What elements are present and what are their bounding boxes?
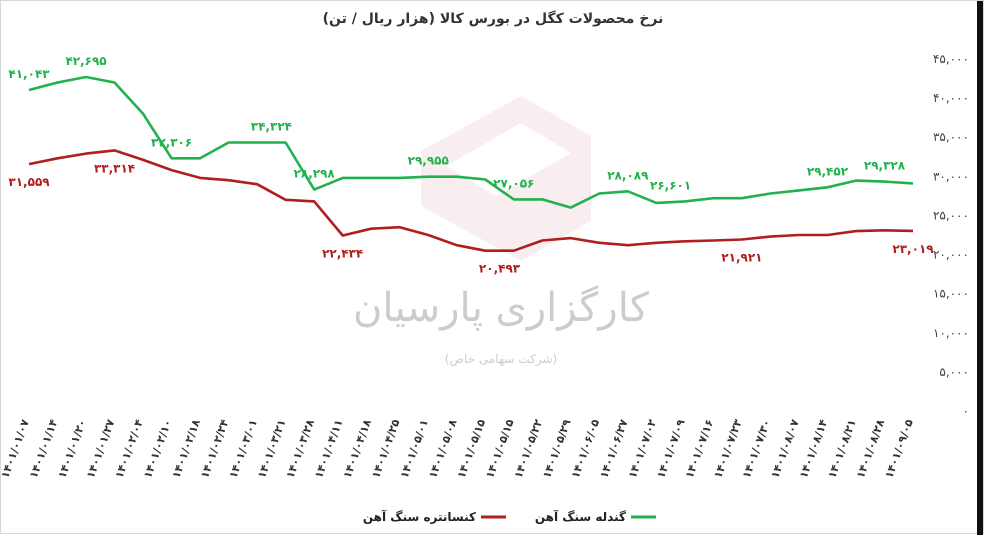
data-label: ۲۶,۶۰۱ bbox=[650, 178, 691, 192]
x-axis: ۱۴۰۱/۰۱/۰۷۱۴۰۱/۰۱/۱۴۱۴۰۱/۰۱/۲۰۱۴۰۱/۰۱/۲۷… bbox=[1, 417, 916, 480]
x-tick-label: ۱۴۰۱/۰۱/۲۰ bbox=[56, 418, 89, 480]
y-tick-label: ۲۵,۰۰۰ bbox=[933, 208, 969, 222]
y-tick-label: ۱۰,۰۰۰ bbox=[933, 326, 969, 340]
x-tick-label: ۱۴۰۱/۰۳/۰۱ bbox=[227, 418, 260, 480]
x-tick-label: ۱۴۰۱/۰۲/۲۴ bbox=[198, 417, 231, 480]
chart-title: نرخ محصولات کگل در بورس کالا (هزار ریال … bbox=[322, 11, 664, 27]
x-tick-label: ۱۴۰۱/۰۸/۲۱ bbox=[825, 418, 858, 480]
x-tick-label: ۱۴۰۱/۰۲/۱۸ bbox=[170, 417, 203, 480]
y-tick-label: ۵,۰۰۰ bbox=[939, 365, 969, 379]
data-label: ۴۲,۶۹۵ bbox=[65, 54, 106, 68]
data-label: ۲۸,۰۸۹ bbox=[607, 168, 649, 182]
y-tick-label: ۳۰,۰۰۰ bbox=[933, 169, 969, 183]
y-tick-label: ۳۵,۰۰۰ bbox=[933, 130, 969, 144]
data-label: ۲۹,۹۵۵ bbox=[408, 154, 449, 168]
x-tick-label: ۱۴۰۱/۰۵/۱۵ bbox=[455, 417, 488, 480]
series-line-0 bbox=[28, 75, 914, 209]
x-tick-label: ۱۴۰۱/۰۲/۱۰ bbox=[141, 418, 174, 480]
x-tick-label: ۱۴۰۱/۰۳/۲۱ bbox=[255, 418, 288, 480]
x-tick-label: ۱۴۰۱/۰۷/۳۰ bbox=[740, 418, 773, 480]
data-label: ۳۲,۳۰۶ bbox=[151, 135, 192, 149]
data-label: ۲۰,۴۹۳ bbox=[479, 262, 521, 276]
watermark-subtitle: (شرکت سهامی خاص) bbox=[445, 352, 557, 367]
data-label: ۴۱,۰۴۳ bbox=[8, 67, 50, 81]
data-labels: ۴۱,۰۴۳ ۴۲,۶۹۵ ۳۲,۳۰۶ ۳۴,۳۲۴ ۲۸,۲۹۸ ۲۹,۹۵۵ ۲۷,۰… bbox=[8, 54, 934, 276]
x-tick-label: ۱۴۰۱/۰۴/۱۸ bbox=[341, 417, 374, 480]
y-tick-label: ۴۰,۰۰۰ bbox=[933, 91, 969, 105]
data-label: ۲۹,۳۲۸ bbox=[864, 159, 906, 173]
data-label: ۲۳,۰۱۹ bbox=[892, 242, 934, 256]
x-tick-label: ۱۴۰۱/۰۷/۰۲ bbox=[626, 417, 659, 480]
y-axis: ۴۵,۰۰۰ ۴۰,۰۰۰ ۳۵,۰۰۰ ۳۰,۰۰۰ ۲۵,۰۰۰ ۲۰,۰۰۰ ۱۵,۰… bbox=[933, 52, 969, 418]
series-layer bbox=[28, 75, 914, 252]
x-tick-label: ۱۴۰۱/۰۳/۲۸ bbox=[284, 417, 317, 480]
x-tick-label: ۱۴۰۱/۰۴/۲۵ bbox=[369, 417, 402, 480]
x-tick-label: ۱۴۰۱/۰۹/۰۵ bbox=[882, 417, 915, 480]
legend-label: گندله سنگ آهن bbox=[535, 509, 626, 524]
x-tick-label: ۱۴۰۱/۰۵/۲۹ bbox=[540, 417, 573, 480]
series-line-1 bbox=[28, 149, 914, 252]
data-label: ۳۴,۳۲۴ bbox=[251, 120, 292, 134]
y-tick-label: ۰ bbox=[963, 404, 969, 418]
x-tick-label: ۱۴۰۱/۰۷/۰۹ bbox=[654, 417, 687, 480]
data-label: ۳۱,۵۵۹ bbox=[8, 175, 50, 189]
watermark-brand: کارگزاری پارسیان bbox=[353, 285, 650, 331]
data-label: ۲۲,۴۳۴ bbox=[322, 247, 363, 261]
x-tick-label: ۱۴۰۱/۰۷/۲۳ bbox=[711, 417, 744, 480]
y-tick-label: ۱۵,۰۰۰ bbox=[933, 287, 969, 301]
data-label: ۲۷,۰۵۶ bbox=[493, 176, 534, 190]
x-tick-label: ۱۴۰۱/۰۵/۱۵ bbox=[483, 417, 516, 480]
legend: گندله سنگ آهن کنسانتره سنگ آهن bbox=[363, 509, 656, 524]
x-tick-label: ۱۴۰۱/۰۴/۱۱ bbox=[312, 418, 345, 480]
y-tick-label: ۲۰,۰۰۰ bbox=[933, 248, 969, 262]
x-tick-label: ۱۴۰۱/۰۵/۰۸ bbox=[426, 417, 459, 480]
legend-label: کنسانتره سنگ آهن bbox=[363, 509, 476, 524]
x-tick-label: ۱۴۰۱/۰۱/۲۷ bbox=[84, 417, 117, 480]
x-tick-label: ۱۴۰۱/۰۸/۰۷ bbox=[768, 417, 801, 480]
data-label: ۳۳,۳۱۴ bbox=[94, 161, 135, 175]
data-label: ۲۱,۹۲۱ bbox=[721, 251, 762, 265]
x-tick-label: ۱۴۰۱/۰۶/۰۵ bbox=[569, 417, 602, 480]
x-tick-label: ۱۴۰۱/۰۶/۲۷ bbox=[597, 417, 630, 480]
window-edge bbox=[977, 1, 983, 535]
data-label: ۲۸,۲۹۸ bbox=[294, 167, 336, 181]
x-tick-label: ۱۴۰۱/۰۵/۲۲ bbox=[512, 417, 545, 480]
x-tick-label: ۱۴۰۱/۰۸/۱۴ bbox=[797, 417, 830, 480]
x-tick-label: ۱۴۰۱/۰۱/۱۴ bbox=[27, 417, 60, 480]
x-tick-label: ۱۴۰۱/۰۸/۲۸ bbox=[854, 417, 887, 480]
x-tick-label: ۱۴۰۱/۰۷/۱۶ bbox=[683, 418, 716, 480]
watermark-logo: کارگزاری پارسیان (شرکت سهامی خاص) bbox=[353, 96, 650, 367]
y-tick-label: ۴۵,۰۰۰ bbox=[933, 52, 969, 66]
data-label: ۲۹,۴۵۲ bbox=[807, 164, 849, 178]
x-tick-label: ۱۴۰۱/۰۵/۰۱ bbox=[398, 418, 431, 480]
x-tick-label: ۱۴۰۱/۰۱/۰۷ bbox=[1, 417, 32, 480]
x-tick-label: ۱۴۰۱/۰۲/۰۴ bbox=[113, 417, 146, 480]
